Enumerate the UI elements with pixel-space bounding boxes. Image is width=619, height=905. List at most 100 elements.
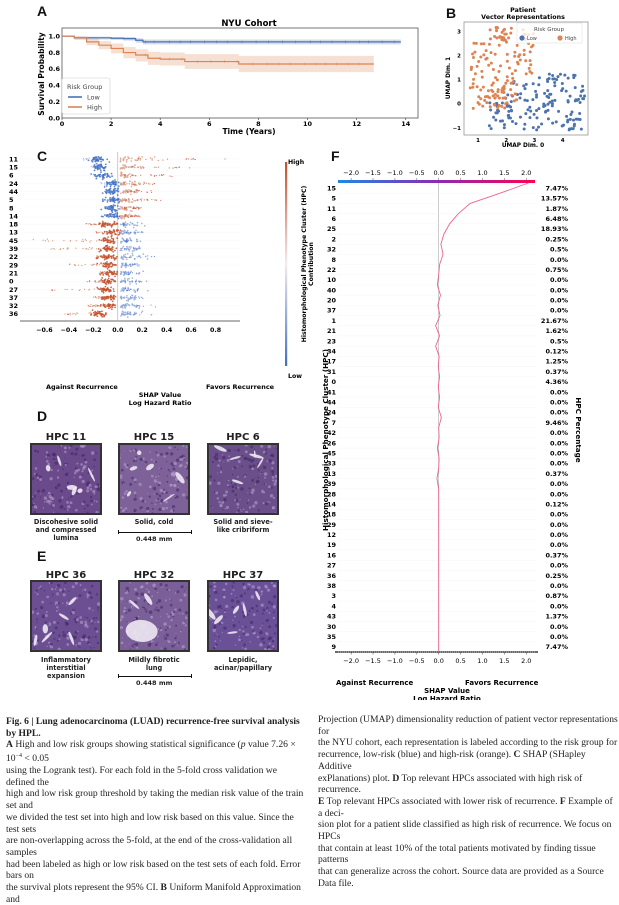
tissue-speckle — [61, 496, 64, 499]
shap-point — [133, 190, 136, 193]
tissue-speckle — [227, 448, 231, 453]
shap-point — [135, 190, 137, 192]
shap-point — [73, 312, 75, 315]
shap-point — [104, 257, 107, 259]
shap-point — [136, 305, 139, 307]
shap-point — [171, 176, 173, 178]
tissue-speckle — [67, 505, 71, 509]
tissue-speckle — [39, 605, 44, 610]
shap-point — [147, 183, 150, 185]
shap-point — [100, 290, 103, 293]
tissue-speckle — [96, 602, 100, 606]
tissue-speckle — [232, 589, 235, 592]
tissue-speckle — [241, 510, 243, 513]
shap-point — [119, 229, 122, 232]
shap-point — [141, 281, 143, 283]
scatter-point-high — [502, 28, 506, 32]
shap-point — [130, 270, 132, 273]
tissue-speckle — [64, 582, 67, 585]
hpc-percentage: 0.5% — [550, 337, 569, 345]
tissue-speckle — [69, 445, 73, 447]
tissue-speckle — [236, 465, 238, 467]
scatter-point-low — [507, 113, 511, 117]
shap-point — [93, 169, 96, 172]
shap-point — [131, 277, 134, 279]
scatter-point-high — [505, 75, 509, 79]
tissue-speckle — [51, 493, 54, 496]
shap-point — [59, 248, 62, 250]
tissue-speckle — [185, 587, 187, 589]
shap-point — [94, 175, 97, 177]
shap-point — [109, 281, 111, 284]
shap-point — [160, 199, 162, 202]
row-label: 40 — [327, 286, 337, 294]
shap-point — [50, 248, 52, 250]
shap-point — [105, 176, 108, 179]
shap-point — [89, 222, 91, 225]
scatter-point-high — [515, 60, 519, 64]
shap-point — [97, 232, 99, 234]
scatter-point-low — [489, 127, 493, 131]
scatter-point-low — [507, 116, 511, 120]
tissue-speckle — [78, 594, 82, 597]
scatter-point-high — [502, 38, 506, 42]
tissue-speckle — [242, 586, 247, 590]
shap-point — [112, 196, 115, 198]
tissue-speckle — [169, 598, 171, 600]
row-label: 3 — [331, 592, 336, 600]
x-tick-label: 2 — [109, 120, 114, 128]
tissue-speckle — [121, 637, 123, 639]
shap-point — [127, 265, 129, 267]
row-label: 8 — [331, 256, 336, 264]
hpc-percentage: 0.0% — [550, 307, 569, 315]
tissue-speckle — [56, 639, 59, 642]
tissue-speckle — [36, 593, 39, 596]
tissue-speckle — [154, 643, 158, 647]
hpc-percentage: 0.0% — [550, 429, 569, 437]
shap-point — [128, 277, 130, 280]
tissue-speckle — [34, 449, 37, 453]
shap-point — [154, 306, 157, 308]
tissue-speckle — [265, 448, 268, 451]
shap-point — [104, 271, 106, 273]
shap-point — [128, 281, 131, 283]
tissue-speckle — [236, 502, 240, 506]
scatter-point-low — [495, 101, 499, 105]
shap-point — [138, 296, 140, 298]
hpc-percentage: 0.87% — [545, 592, 568, 600]
shap-point — [137, 280, 140, 282]
shap-point — [98, 264, 101, 266]
shap-point — [110, 172, 113, 175]
shap-point — [101, 271, 104, 274]
tissue-speckle — [49, 582, 54, 584]
tissue-speckle — [66, 501, 69, 504]
tissue-speckle — [55, 458, 57, 460]
tissue-speckle — [226, 458, 230, 462]
shap-point — [133, 290, 135, 292]
tissue-speckle — [90, 499, 94, 502]
x-tick-label: 0 — [60, 120, 65, 128]
tissue-speckle — [157, 484, 160, 487]
tissue-speckle — [165, 633, 169, 637]
tissue-speckle — [149, 451, 151, 453]
tissue-speckle — [275, 447, 277, 450]
tissue-speckle — [94, 485, 98, 489]
tissue-speckle — [244, 445, 248, 447]
scatter-point-high — [479, 97, 483, 101]
x-axis-label-line-2: Log Hazard Ratio — [129, 399, 192, 407]
left-annotation: Against Recurrence — [336, 679, 414, 687]
scatter-point-high — [522, 48, 526, 52]
x-axis-label-line-2: Log Hazard Ratio — [413, 695, 481, 700]
scatter-point-low — [568, 117, 572, 121]
scatter-point-high — [474, 41, 478, 45]
shap-point — [97, 280, 99, 282]
shap-point — [140, 206, 142, 209]
tissue-speckle — [245, 632, 250, 637]
tissue-speckle — [168, 446, 172, 450]
shap-point — [113, 209, 116, 212]
shap-point — [127, 240, 129, 242]
tissue-lumen — [249, 453, 264, 459]
tissue-speckle — [45, 611, 48, 613]
tissue-speckle — [48, 502, 51, 505]
scatter-point-high — [513, 92, 517, 96]
